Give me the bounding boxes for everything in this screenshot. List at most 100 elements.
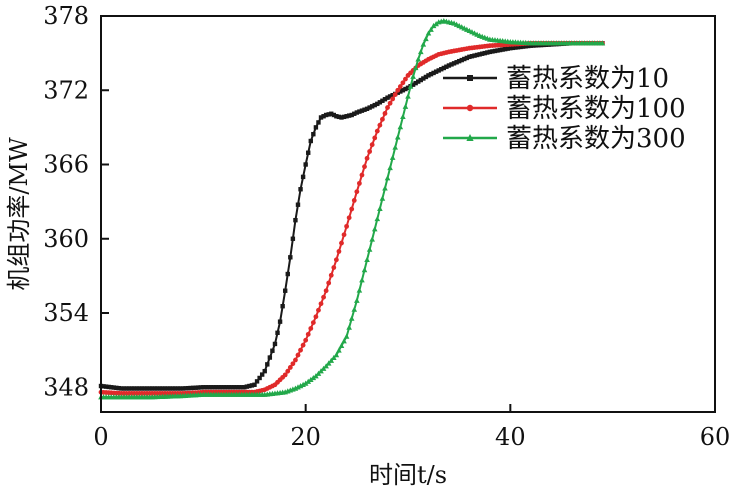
data-point: [407, 83, 414, 89]
data-point: [384, 175, 391, 181]
data-point: [239, 385, 244, 390]
data-point: [421, 76, 426, 81]
data-point: [236, 385, 242, 390]
data-point: [257, 375, 262, 381]
data-point: [178, 386, 183, 391]
data-point: [155, 386, 160, 391]
data-point: [366, 246, 373, 252]
data-point: [170, 386, 175, 391]
data-point: [464, 55, 470, 61]
data-point: [311, 131, 316, 137]
plot-frame: [100, 15, 716, 413]
data-point: [193, 385, 198, 390]
data-point: [477, 52, 482, 57]
data-point: [318, 301, 324, 307]
data-point: [277, 319, 283, 324]
data-point: [331, 265, 337, 270]
data-point: [336, 347, 342, 353]
data-point: [316, 307, 321, 313]
data-point: [188, 385, 193, 391]
data-point: [147, 386, 152, 391]
data-point: [377, 122, 383, 128]
data-point: [369, 142, 375, 148]
data-point: [400, 88, 406, 93]
data-point: [372, 135, 378, 141]
data-point: [203, 385, 209, 390]
data-point: [346, 215, 352, 221]
data-point: [510, 45, 516, 51]
data-point: [520, 44, 526, 49]
data-point: [415, 56, 422, 62]
data-point: [129, 386, 134, 391]
data-point: [183, 386, 188, 391]
data-point: [390, 93, 395, 98]
data-point: [162, 386, 168, 391]
data-point: [405, 93, 411, 99]
data-point: [287, 365, 293, 370]
data-point: [454, 60, 459, 65]
data-point: [114, 385, 119, 391]
data-point: [410, 82, 416, 87]
x-tick-label: 60: [700, 423, 731, 451]
data-point: [428, 26, 434, 32]
data-point: [285, 368, 291, 374]
data-point: [344, 223, 349, 229]
data-point: [528, 43, 533, 48]
data-point: [395, 90, 400, 95]
data-point: [362, 107, 367, 112]
data-point: [313, 314, 319, 320]
x-tick-label: 0: [93, 423, 108, 451]
data-point: [323, 112, 329, 118]
data-point: [382, 185, 388, 191]
y-tick-label: 372: [43, 76, 89, 104]
data-point: [326, 280, 332, 286]
data-point: [500, 47, 505, 52]
data-point: [380, 116, 385, 122]
data-point: [149, 386, 155, 391]
y-tick-label: 378: [43, 2, 89, 30]
legend-marker: [466, 134, 474, 141]
data-point: [303, 337, 309, 343]
data-point: [369, 104, 375, 109]
data-point: [446, 63, 452, 68]
data-point: [313, 125, 319, 130]
data-point: [361, 266, 368, 273]
data-point: [513, 45, 518, 50]
data-point: [152, 386, 157, 391]
data-point: [295, 352, 301, 358]
data-point: [359, 108, 365, 113]
data-point: [175, 386, 180, 391]
data-point: [364, 106, 370, 112]
data-point: [265, 362, 270, 367]
data-point: [462, 56, 467, 62]
data-point: [305, 378, 312, 384]
data-point: [325, 360, 332, 366]
data-point: [441, 65, 447, 71]
series-3: [98, 17, 606, 400]
data-point: [293, 217, 298, 223]
data-point: [382, 111, 388, 116]
data-point: [487, 49, 493, 55]
data-point: [144, 386, 150, 391]
data-point: [116, 385, 122, 391]
data-point: [430, 22, 437, 29]
data-point: [385, 95, 390, 100]
legend-label: 蓄热系数为10: [506, 64, 669, 94]
data-point: [134, 386, 140, 391]
data-point: [377, 100, 383, 105]
data-point: [336, 249, 342, 254]
data-point: [139, 386, 145, 391]
data-point: [293, 357, 298, 363]
data-point: [331, 354, 337, 361]
y-tick-label: 348: [43, 373, 89, 401]
data-point: [316, 120, 321, 125]
data-point: [392, 92, 398, 97]
data-point: [295, 202, 301, 207]
data-point: [280, 303, 285, 309]
data-point: [167, 386, 173, 391]
data-point: [111, 385, 116, 390]
data-point: [403, 76, 408, 82]
data-point: [334, 114, 339, 119]
data-point: [310, 374, 317, 381]
